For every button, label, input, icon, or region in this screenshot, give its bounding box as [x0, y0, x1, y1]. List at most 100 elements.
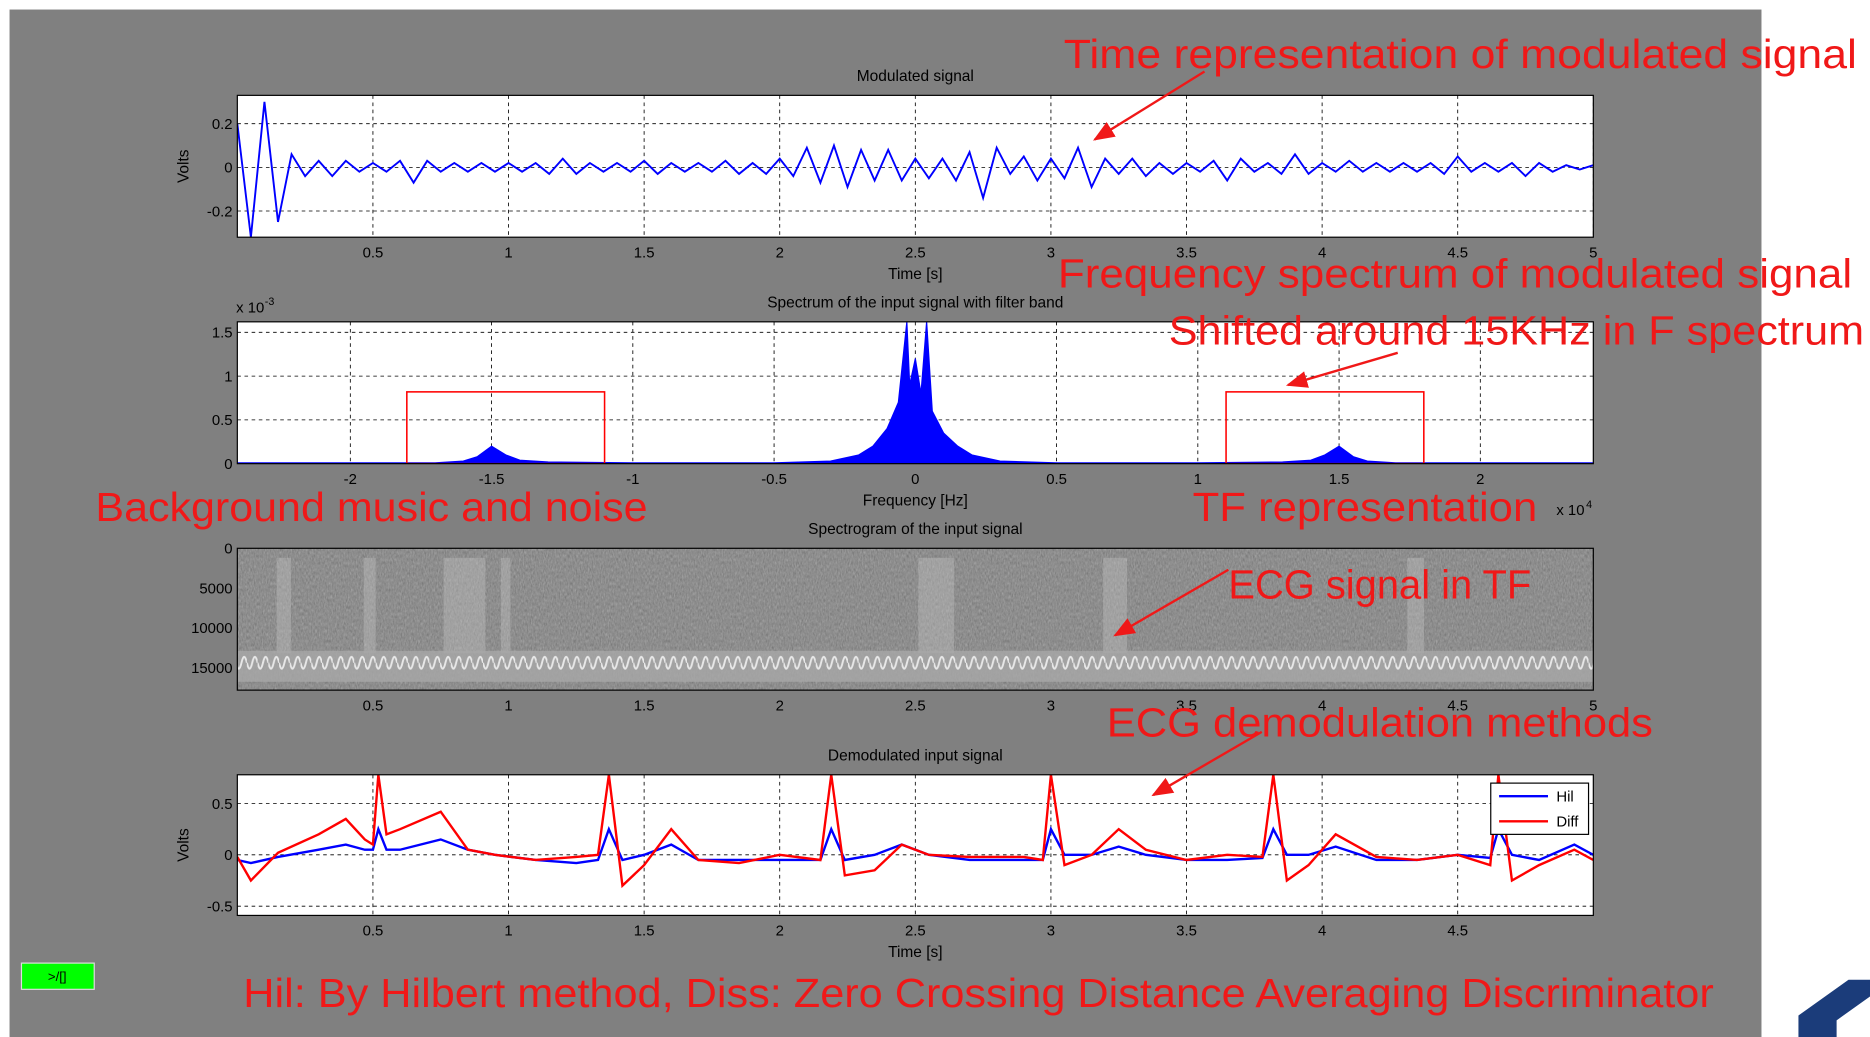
x-axis-label: Time [s] [888, 266, 942, 283]
spectrogram-burst [363, 557, 376, 654]
x-tick-label: 2 [776, 924, 784, 940]
subplot-title: Spectrogram of the input signal [808, 521, 1022, 538]
x-tick-label: -0.5 [761, 472, 787, 488]
plot [237, 321, 1594, 464]
spectrogram-burst [443, 557, 486, 654]
y-tick-label: 0 [224, 848, 232, 864]
y-axis-label: Volts [175, 828, 192, 862]
y-tick-label: 1.5 [212, 326, 233, 342]
x-tick-label: 2 [776, 245, 784, 261]
x-tick-label: -1.5 [479, 472, 505, 488]
charts: 0.5 1 1.5 2 2.5 3 3.5 4 4.5 5 -0.2 0 0.2 Modulated si… [175, 68, 1597, 961]
x-tick-label: 1 [504, 245, 512, 261]
x-tick-label: 3 [1047, 698, 1055, 714]
axes-border [236, 94, 1594, 238]
x-tick-label: 3.5 [1176, 924, 1197, 940]
x-tick-label: 1 [504, 698, 512, 714]
x-tick-label: 1.5 [1329, 472, 1350, 488]
filter-band [1225, 391, 1425, 464]
button-face[interactable] [20, 962, 95, 990]
annotation: TF representation [1193, 484, 1538, 530]
button-label[interactable]: >/[] [48, 969, 67, 984]
y-tick-label: 15000 [191, 661, 232, 677]
y-tick-label: 0 [224, 161, 232, 177]
x-tick-label: 0.5 [363, 698, 384, 714]
legend-label: Diff [1556, 815, 1579, 831]
series-line [237, 774, 1594, 889]
logo [1798, 979, 1870, 1037]
x-tick-label: 1 [504, 924, 512, 940]
x-tick-label: 4.5 [1447, 245, 1468, 261]
arrow [1113, 568, 1229, 637]
annotation: Background music and noise [95, 484, 647, 530]
x-tick-label: 5 [1589, 245, 1597, 261]
x-tick-label: 0 [911, 472, 919, 488]
x-tick-label: 4.5 [1447, 698, 1468, 714]
x-tick-label: 4 [1318, 698, 1326, 714]
subplot-title: Demodulated input signal [828, 747, 1003, 764]
x-multiplier: x 10 [1556, 503, 1584, 519]
annotation: Hil: By Hilbert method, Diss: Zero Cross… [243, 970, 1713, 1016]
x-tick-label: 0.5 [363, 924, 384, 940]
y-tick-label: 0.5 [212, 413, 233, 429]
y-tick-label: 1 [224, 369, 232, 385]
annotation: Frequency spectrum of modulated signal [1058, 250, 1852, 296]
annotation: ECG demodulation methods [1107, 700, 1653, 746]
toggle-button[interactable]: >/[] [20, 962, 95, 990]
subplot: 0.5 1 1.5 2 2.5 3 3.5 4 4.5 -0.5 0 0.5 Demodulated i… [175, 747, 1594, 961]
x-axis-label: Frequency [Hz] [863, 492, 968, 509]
x-tick-label: 2.5 [905, 245, 926, 261]
x-tick-label: 3.5 [1176, 245, 1197, 261]
spectrogram-burst [1407, 557, 1424, 654]
annotation: Time representation of modulated signal [1064, 31, 1857, 77]
plot [237, 774, 1594, 916]
plot-area [237, 774, 1594, 916]
y-axis-label: Volts [175, 149, 192, 183]
plot [237, 95, 1594, 238]
annotations: Time representation of modulated signal … [95, 31, 1864, 1016]
axes-border [236, 321, 1594, 465]
x-tick-label: 1 [1194, 472, 1202, 488]
legend: Hil Diff [1490, 782, 1590, 835]
y-multiplier-exponent: -3 [265, 296, 275, 308]
axes-border [236, 547, 1594, 691]
signal-line [237, 101, 1594, 238]
x-tick-label: 2.5 [905, 924, 926, 940]
x-tick-label: 4 [1318, 245, 1326, 261]
x-tick-label: 0.5 [363, 245, 384, 261]
x-tick-label: 2 [776, 698, 784, 714]
axes-border [236, 774, 1594, 917]
x-tick-label: 4.5 [1447, 924, 1468, 940]
annotation: ECG signal in TF [1228, 561, 1531, 607]
y-tick-label: 0 [224, 457, 232, 473]
x-tick-label: 4 [1318, 924, 1326, 940]
plot [237, 548, 1594, 691]
x-tick-label: 1.5 [634, 924, 655, 940]
x-tick-label: 1.5 [634, 698, 655, 714]
y-tick-label: -0.2 [207, 204, 233, 220]
x-tick-label: 3 [1047, 245, 1055, 261]
y-tick-label: 0.5 [212, 797, 233, 813]
x-multiplier-exponent: 4 [1586, 499, 1592, 511]
x-tick-label: 3.5 [1176, 698, 1197, 714]
signal-ripple [237, 651, 1594, 679]
arrow [1092, 70, 1206, 141]
x-tick-label: -2 [344, 472, 357, 488]
x-tick-label: 2 [1476, 472, 1484, 488]
spectrogram-burst [500, 557, 511, 654]
subplot-title: Modulated signal [857, 68, 974, 85]
subplot: -2 -1.5 -1 -0.5 0 0.5 1 1.5 2 0 0.5 1 1.5 Spectrum of… [212, 295, 1594, 519]
y-tick-label: 0.2 [212, 117, 233, 133]
y-tick-label: 10000 [191, 621, 232, 637]
subplot: 0.5 1 1.5 2 2.5 3 3.5 4 4.5 5 0 5000 10000 15000 Spect… [191, 521, 1597, 714]
x-tick-label: 1.5 [634, 245, 655, 261]
y-tick-label: 5000 [199, 581, 232, 597]
x-tick-label: 2.5 [905, 698, 926, 714]
y-tick-label: -0.5 [207, 900, 233, 916]
filter-band [406, 391, 606, 464]
annotation: Shifted around 15KHz in F spectrum [1169, 307, 1864, 353]
x-axis-label: Time [s] [888, 944, 942, 961]
arrow [1151, 730, 1263, 797]
